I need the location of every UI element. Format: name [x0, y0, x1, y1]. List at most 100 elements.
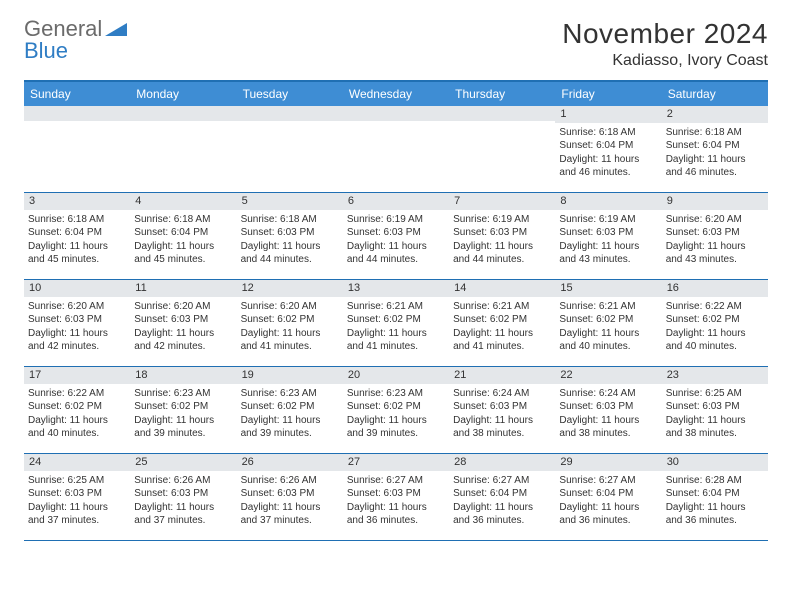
weekday-header: Sunday	[24, 82, 130, 106]
daylight-line: Daylight: 11 hours and 40 minutes.	[28, 414, 126, 441]
empty-day-bar	[237, 106, 343, 121]
sunset-line: Sunset: 6:03 PM	[134, 313, 232, 327]
day-cell: 2Sunrise: 6:18 AMSunset: 6:04 PMDaylight…	[662, 106, 768, 192]
sunset-line: Sunset: 6:02 PM	[666, 313, 764, 327]
sunset-line: Sunset: 6:02 PM	[28, 400, 126, 414]
sunrise-line: Sunrise: 6:18 AM	[666, 126, 764, 140]
sunrise-line: Sunrise: 6:18 AM	[559, 126, 657, 140]
day-number: 22	[555, 367, 661, 384]
sunset-line: Sunset: 6:02 PM	[559, 313, 657, 327]
week-row: 24Sunrise: 6:25 AMSunset: 6:03 PMDayligh…	[24, 454, 768, 541]
sunrise-line: Sunrise: 6:27 AM	[453, 474, 551, 488]
sunset-line: Sunset: 6:02 PM	[241, 400, 339, 414]
day-cell: 20Sunrise: 6:23 AMSunset: 6:02 PMDayligh…	[343, 367, 449, 453]
sunset-line: Sunset: 6:04 PM	[559, 487, 657, 501]
sunset-line: Sunset: 6:03 PM	[559, 226, 657, 240]
day-number: 25	[130, 454, 236, 471]
sunset-line: Sunset: 6:04 PM	[134, 226, 232, 240]
sunset-line: Sunset: 6:03 PM	[559, 400, 657, 414]
day-cell: 21Sunrise: 6:24 AMSunset: 6:03 PMDayligh…	[449, 367, 555, 453]
daylight-line: Daylight: 11 hours and 36 minutes.	[347, 501, 445, 528]
sunrise-line: Sunrise: 6:24 AM	[453, 387, 551, 401]
day-number: 5	[237, 193, 343, 210]
day-number: 12	[237, 280, 343, 297]
day-cell: 9Sunrise: 6:20 AMSunset: 6:03 PMDaylight…	[662, 193, 768, 279]
sunrise-line: Sunrise: 6:24 AM	[559, 387, 657, 401]
daylight-line: Daylight: 11 hours and 41 minutes.	[241, 327, 339, 354]
daylight-line: Daylight: 11 hours and 41 minutes.	[347, 327, 445, 354]
sunset-line: Sunset: 6:03 PM	[453, 226, 551, 240]
daylight-line: Daylight: 11 hours and 36 minutes.	[666, 501, 764, 528]
sunset-line: Sunset: 6:04 PM	[28, 226, 126, 240]
daylight-line: Daylight: 11 hours and 39 minutes.	[347, 414, 445, 441]
sunrise-line: Sunrise: 6:21 AM	[559, 300, 657, 314]
sunrise-line: Sunrise: 6:19 AM	[453, 213, 551, 227]
logo-text-2: Blue	[24, 40, 127, 62]
sunrise-line: Sunrise: 6:23 AM	[241, 387, 339, 401]
sunrise-line: Sunrise: 6:20 AM	[666, 213, 764, 227]
day-cell: 6Sunrise: 6:19 AMSunset: 6:03 PMDaylight…	[343, 193, 449, 279]
day-cell: 16Sunrise: 6:22 AMSunset: 6:02 PMDayligh…	[662, 280, 768, 366]
daylight-line: Daylight: 11 hours and 39 minutes.	[241, 414, 339, 441]
day-number: 17	[24, 367, 130, 384]
logo: General Blue	[24, 18, 127, 62]
sunrise-line: Sunrise: 6:27 AM	[347, 474, 445, 488]
sunset-line: Sunset: 6:04 PM	[666, 139, 764, 153]
daylight-line: Daylight: 11 hours and 40 minutes.	[559, 327, 657, 354]
daylight-line: Daylight: 11 hours and 44 minutes.	[347, 240, 445, 267]
daylight-line: Daylight: 11 hours and 41 minutes.	[453, 327, 551, 354]
sunset-line: Sunset: 6:02 PM	[134, 400, 232, 414]
daylight-line: Daylight: 11 hours and 40 minutes.	[666, 327, 764, 354]
day-number: 30	[662, 454, 768, 471]
day-cell: 14Sunrise: 6:21 AMSunset: 6:02 PMDayligh…	[449, 280, 555, 366]
day-number: 21	[449, 367, 555, 384]
day-number: 9	[662, 193, 768, 210]
weekday-header: Saturday	[662, 82, 768, 106]
daylight-line: Daylight: 11 hours and 37 minutes.	[134, 501, 232, 528]
weekday-header-row: Sunday Monday Tuesday Wednesday Thursday…	[24, 82, 768, 106]
day-cell: 22Sunrise: 6:24 AMSunset: 6:03 PMDayligh…	[555, 367, 661, 453]
sunrise-line: Sunrise: 6:20 AM	[28, 300, 126, 314]
day-cell: 26Sunrise: 6:26 AMSunset: 6:03 PMDayligh…	[237, 454, 343, 540]
day-cell: 29Sunrise: 6:27 AMSunset: 6:04 PMDayligh…	[555, 454, 661, 540]
day-number: 8	[555, 193, 661, 210]
empty-day-bar	[343, 106, 449, 121]
day-number: 16	[662, 280, 768, 297]
day-number: 23	[662, 367, 768, 384]
sunrise-line: Sunrise: 6:25 AM	[28, 474, 126, 488]
day-cell: 19Sunrise: 6:23 AMSunset: 6:02 PMDayligh…	[237, 367, 343, 453]
day-cell: 4Sunrise: 6:18 AMSunset: 6:04 PMDaylight…	[130, 193, 236, 279]
day-cell: 15 Sunrise: 6:21 AMSunset: 6:02 PMDayligh…	[555, 280, 661, 366]
day-cell: 28Sunrise: 6:27 AMSunset: 6:04 PMDayligh…	[449, 454, 555, 540]
sunset-line: Sunset: 6:04 PM	[559, 139, 657, 153]
sunset-line: Sunset: 6:04 PM	[453, 487, 551, 501]
sunset-line: Sunset: 6:03 PM	[241, 487, 339, 501]
day-cell: 3Sunrise: 6:18 AMSunset: 6:04 PMDaylight…	[24, 193, 130, 279]
sunrise-line: Sunrise: 6:26 AM	[134, 474, 232, 488]
empty-day-bar	[24, 106, 130, 121]
sunrise-line: Sunrise: 6:23 AM	[347, 387, 445, 401]
sunrise-line: Sunrise: 6:21 AM	[347, 300, 445, 314]
sunset-line: Sunset: 6:03 PM	[28, 487, 126, 501]
sunrise-line: Sunrise: 6:25 AM	[666, 387, 764, 401]
day-number: 1	[555, 106, 661, 123]
day-cell: 1Sunrise: 6:18 AMSunset: 6:04 PMDaylight…	[555, 106, 661, 192]
location: Kadiasso, Ivory Coast	[562, 52, 768, 70]
daylight-line: Daylight: 11 hours and 39 minutes.	[134, 414, 232, 441]
day-cell: 13Sunrise: 6:21 AMSunset: 6:02 PMDayligh…	[343, 280, 449, 366]
day-number: 24	[24, 454, 130, 471]
day-number: 27	[343, 454, 449, 471]
weekday-header: Tuesday	[237, 82, 343, 106]
sunrise-line: Sunrise: 6:27 AM	[559, 474, 657, 488]
sunset-line: Sunset: 6:02 PM	[347, 313, 445, 327]
day-number: 10	[24, 280, 130, 297]
weekday-header: Monday	[130, 82, 236, 106]
sunset-line: Sunset: 6:03 PM	[347, 226, 445, 240]
day-cell: 27Sunrise: 6:27 AMSunset: 6:03 PMDayligh…	[343, 454, 449, 540]
weekday-header: Wednesday	[343, 82, 449, 106]
day-cell: 12Sunrise: 6:20 AMSunset: 6:02 PMDayligh…	[237, 280, 343, 366]
daylight-line: Daylight: 11 hours and 37 minutes.	[28, 501, 126, 528]
day-number: 15	[555, 280, 661, 297]
daylight-line: Daylight: 11 hours and 46 minutes.	[666, 153, 764, 180]
day-cell: 30Sunrise: 6:28 AMSunset: 6:04 PMDayligh…	[662, 454, 768, 540]
